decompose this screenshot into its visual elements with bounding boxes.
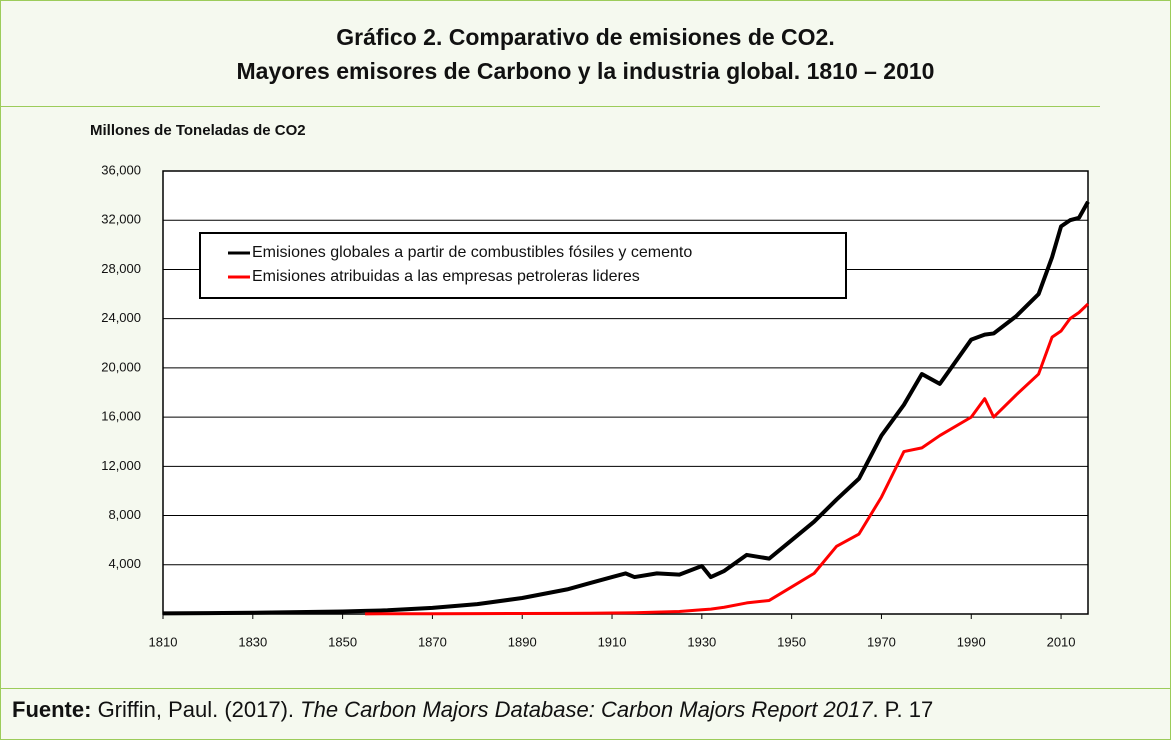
divider <box>0 106 1100 107</box>
y-tick-label: 36,000 <box>101 162 141 177</box>
x-tick-label: 1970 <box>867 634 896 649</box>
y-tick-label: 8,000 <box>108 507 141 522</box>
x-tick-label: 1810 <box>149 634 178 649</box>
y-tick-label: 16,000 <box>101 409 141 424</box>
y-axis-label: Millones de Toneladas de CO2 <box>90 122 306 139</box>
title: Mayores emisores de Carbono y la industr… <box>236 58 935 84</box>
x-tick-label: 1870 <box>418 634 447 649</box>
y-tick-label: 20,000 <box>101 359 141 374</box>
divider <box>0 688 1171 689</box>
x-tick-label: 1830 <box>238 634 267 649</box>
chart: Millones de Toneladas de CO2 4,000 8,000 1… <box>90 122 1090 649</box>
x-tick-label: 1930 <box>687 634 716 649</box>
x-tick-label: 2010 <box>1047 634 1076 649</box>
source-work: The Carbon Majors Database: Carbon Major… <box>300 697 873 722</box>
source-page: . P. 17 <box>872 697 934 722</box>
y-tick-label: 28,000 <box>101 261 141 276</box>
source-label: Fuente: <box>12 697 92 722</box>
y-tick-label: 24,000 <box>101 310 141 325</box>
source-authors: Griffin, Paul. (2017). <box>91 697 301 722</box>
title: Gráfico 2. Comparativo de emisiones de C… <box>336 24 835 50</box>
y-tick-label: 32,000 <box>101 212 141 227</box>
x-tick-label: 1850 <box>328 634 357 649</box>
x-tick-label: 1990 <box>957 634 986 649</box>
x-tick-label: 1950 <box>777 634 806 649</box>
legend-label: Emisiones globales a partir de combustib… <box>252 244 692 261</box>
legend-box <box>199 232 847 299</box>
series-line <box>365 302 1090 616</box>
series-line <box>162 200 1090 616</box>
x-tick-label: 1890 <box>508 634 537 649</box>
y-tick-label: 12,000 <box>101 458 141 473</box>
y-tick-label: 4,000 <box>108 556 141 571</box>
source: Fuente: Griffin, Paul. (2017). The Carbo… <box>12 697 933 723</box>
x-tick-label: 1910 <box>598 634 627 649</box>
legend-label: Emisiones atribuidas a las empresas petr… <box>252 268 640 285</box>
